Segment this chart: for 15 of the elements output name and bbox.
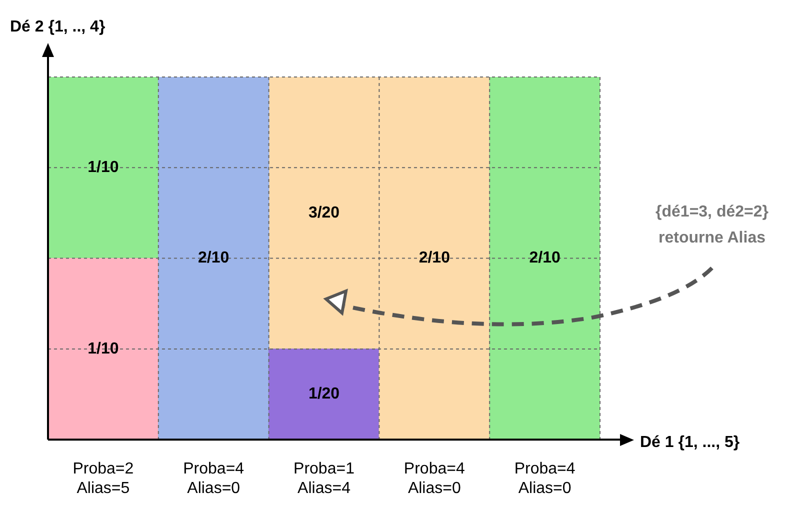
- data-label: 1/10: [88, 340, 119, 358]
- y-axis-title: Dé 2 {1, .., 4}: [10, 18, 106, 36]
- data-label: 1/10: [88, 159, 119, 176]
- x-tick-label: Proba=1 Alias=4: [294, 460, 355, 497]
- x-tick-label: Proba=4 Alias=0: [514, 460, 576, 497]
- x-tick-label: Proba=2 Alias=5: [72, 460, 134, 497]
- x-axis-title: Dé 1 {1, ..., 5}: [640, 434, 740, 452]
- data-label: 2/10: [198, 250, 230, 267]
- data-label: 2/10: [418, 250, 450, 267]
- x-tick-label: Proba=4 Alias=0: [404, 460, 465, 497]
- data-label: 1/20: [308, 386, 340, 403]
- data-label: 3/20: [308, 204, 340, 222]
- text: {dé1=3, dé2=2} retourne Alias: [656, 203, 768, 246]
- x-tick-label: Proba=4 Alias=0: [183, 460, 244, 497]
- data-label: 2/10: [529, 250, 560, 267]
